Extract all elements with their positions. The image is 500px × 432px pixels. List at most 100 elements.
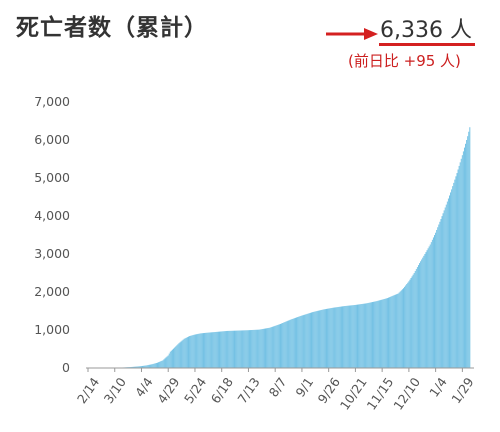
bar	[329, 308, 331, 368]
bar	[417, 265, 419, 368]
bar	[410, 278, 412, 368]
bar	[177, 344, 179, 368]
bar	[311, 312, 312, 368]
bar	[259, 329, 261, 368]
bar	[449, 195, 450, 368]
bar	[465, 143, 467, 368]
bar	[144, 365, 146, 368]
bar	[250, 330, 252, 368]
bar	[312, 312, 314, 368]
bar	[211, 332, 213, 368]
bar	[435, 232, 437, 368]
bar	[331, 307, 333, 368]
bar	[369, 302, 371, 368]
bar	[162, 360, 164, 368]
bar	[260, 329, 262, 368]
bar	[412, 274, 414, 368]
bar	[305, 314, 307, 368]
bar	[239, 330, 241, 368]
bar	[255, 329, 257, 368]
bar	[440, 219, 442, 368]
bar	[345, 305, 347, 368]
bar	[142, 365, 143, 368]
bar	[234, 330, 235, 368]
x-tick-label: 1/4	[426, 375, 450, 400]
x-tick-label: 6/18	[208, 375, 236, 407]
bar	[235, 330, 237, 368]
bar	[183, 338, 185, 368]
bar	[232, 330, 234, 368]
bar	[192, 335, 194, 368]
bar	[210, 332, 212, 369]
bar	[434, 235, 436, 368]
bar	[236, 330, 238, 368]
bar	[193, 334, 195, 368]
bar	[267, 328, 269, 368]
bar	[379, 300, 381, 368]
bar	[277, 324, 279, 368]
bar	[270, 327, 272, 368]
bar	[198, 333, 200, 368]
bar	[411, 276, 413, 368]
bar	[207, 332, 209, 368]
bar	[299, 316, 301, 368]
bar	[463, 147, 465, 368]
bar	[421, 259, 423, 368]
total-underline	[379, 43, 475, 46]
bar	[445, 204, 447, 368]
bar	[140, 366, 142, 368]
bar	[427, 248, 429, 368]
bar	[425, 252, 427, 368]
bar	[133, 366, 135, 368]
bar	[278, 324, 280, 368]
bar	[358, 304, 360, 368]
bar	[221, 331, 223, 368]
bar	[416, 267, 418, 368]
bar	[395, 294, 397, 368]
x-tick-label: 1/29	[448, 375, 476, 407]
bar	[389, 297, 391, 368]
bar	[348, 305, 350, 368]
bar	[228, 330, 230, 368]
bar	[197, 333, 199, 368]
bar	[273, 326, 275, 368]
bar	[386, 298, 388, 368]
bar	[201, 333, 203, 368]
bar	[215, 331, 217, 368]
bar	[385, 298, 387, 368]
bar	[184, 338, 186, 368]
bar	[401, 289, 403, 368]
bar	[154, 363, 156, 368]
bar	[191, 335, 193, 368]
bar	[173, 348, 175, 368]
bar	[332, 307, 334, 368]
bar	[316, 311, 318, 368]
bar	[195, 334, 197, 368]
bar	[452, 186, 454, 368]
bar	[219, 331, 221, 368]
bar	[158, 362, 160, 368]
bar	[426, 250, 428, 368]
bar	[244, 330, 246, 368]
bar	[245, 330, 247, 368]
bar	[135, 366, 137, 368]
bar	[275, 325, 277, 368]
bar	[354, 304, 356, 368]
x-tick-label: 3/10	[101, 375, 129, 407]
bar	[313, 311, 315, 368]
bar	[208, 332, 210, 368]
bar	[308, 313, 310, 368]
bar	[269, 327, 271, 368]
bar	[288, 320, 290, 368]
bar	[226, 330, 228, 368]
bar	[407, 282, 409, 368]
bar	[359, 304, 361, 368]
bar	[408, 281, 410, 368]
bar	[423, 255, 425, 368]
bar	[286, 321, 288, 368]
bar	[376, 301, 378, 368]
x-tick-label: 12/10	[390, 375, 423, 413]
bar	[206, 332, 208, 368]
bar	[414, 271, 416, 368]
